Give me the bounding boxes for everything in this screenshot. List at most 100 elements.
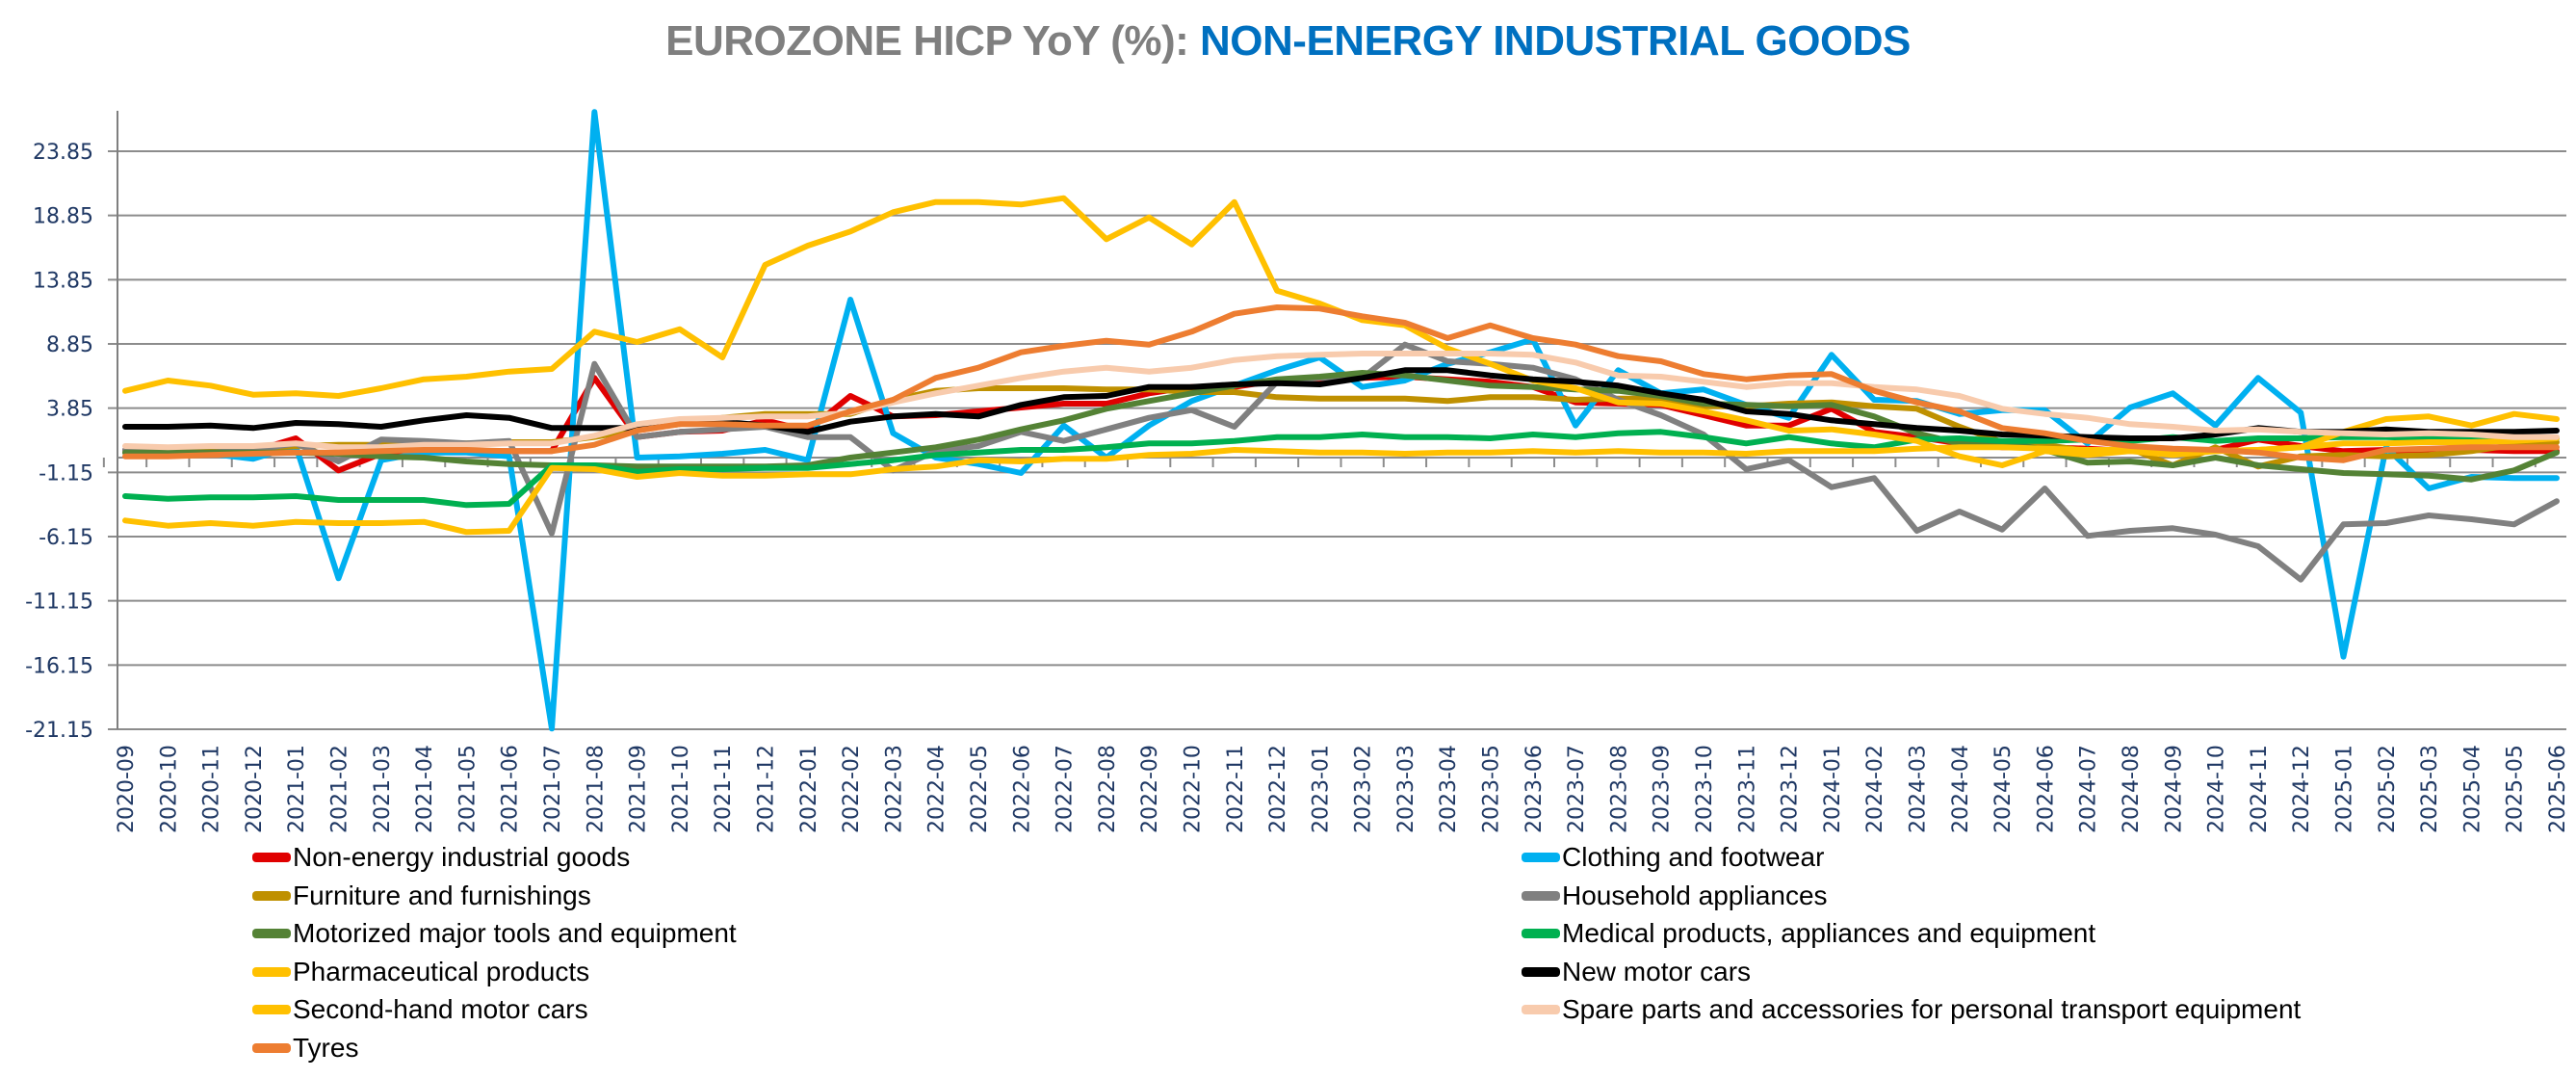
legend-label: Non-energy industrial goods: [293, 842, 631, 872]
y-tick-label: -11.15: [25, 591, 93, 615]
legend-item: Non-energy industrial goods: [252, 842, 630, 873]
x-tick-label: 2021-03: [371, 745, 395, 833]
legend-label: Clothing and footwear: [1562, 842, 1825, 872]
x-tick-label: 2022-08: [1096, 745, 1120, 833]
x-tick-label: 2024-12: [2290, 745, 2314, 833]
x-tick-label: 2021-09: [627, 745, 651, 833]
x-tick-label: 2025-03: [2418, 745, 2442, 833]
legend-item: Household appliances: [1522, 881, 1828, 911]
x-tick-label: 2022-06: [1010, 745, 1034, 833]
x-tick-label: 2023-08: [1607, 745, 1631, 833]
legend-swatch: [252, 1042, 291, 1053]
legend-swatch: [1522, 853, 1560, 862]
legend-item: Furniture and furnishings: [252, 881, 591, 911]
x-tick-label: 2021-05: [455, 745, 480, 833]
x-tick-label: 2023-02: [1352, 745, 1376, 833]
chart-title-prefix: EUROZONE HICP YoY (%):: [665, 17, 1201, 65]
x-tick-label: 2023-09: [1651, 745, 1675, 833]
y-axis: 23.85 18.85 13.85 8.85 3.85 -1.15 -6.15 -11.15 -…: [25, 111, 118, 743]
series-line-second-hand-motor-cars: [122, 435, 2560, 536]
legend-label: Motorized major tools and equipment: [293, 918, 737, 948]
x-tick-label: 2025-06: [2546, 745, 2570, 833]
x-tick-label: 2024-09: [2162, 745, 2186, 833]
x-tick-label: 2023-12: [1779, 745, 1803, 833]
legend-swatch: [1522, 890, 1560, 901]
legend: Non-energy industrial goods Clothing and …: [0, 836, 2576, 1077]
y-tick-label: -1.15: [39, 461, 93, 486]
x-tick-label: 2024-10: [2205, 745, 2229, 833]
x-tick-label: 2020-09: [115, 745, 139, 833]
x-tick-label: 2025-01: [2333, 745, 2357, 833]
x-tick-label: 2020-11: [200, 745, 224, 833]
x-tick-label: 2023-01: [1309, 745, 1333, 833]
x-tick-label: 2023-10: [1693, 745, 1717, 833]
x-tick-label: 2020-12: [243, 745, 267, 833]
x-tick-label: 2023-03: [1394, 745, 1418, 833]
y-tick-label: 13.85: [33, 269, 93, 293]
x-tick-label: 2025-05: [2504, 745, 2528, 833]
x-tick-label: 2024-03: [1907, 745, 1931, 833]
line-chart: 23.85 18.85 13.85 8.85 3.85 -1.15 -6.15 -11.15 -…: [25, 109, 2570, 833]
y-tick-label: 18.85: [33, 205, 93, 229]
series-line-spare-parts-and-accessories-for-personal-transport-equipment: [122, 351, 2560, 451]
x-tick-label: 2022-05: [968, 745, 992, 833]
x-tick-label: 2024-06: [2034, 745, 2058, 833]
chart-title-subject: NON-ENERGY INDUSTRIAL GOODS: [1200, 17, 1911, 65]
y-tick-label: 8.85: [46, 333, 93, 357]
legend-label: Medical products, appliances and equipme…: [1562, 918, 2096, 948]
legend-swatch: [252, 966, 291, 977]
legend-label: Spare parts and accessories for personal…: [1562, 994, 2302, 1024]
x-tick-label: 2023-06: [1522, 745, 1547, 833]
x-tick-label: 2023-11: [1735, 745, 1759, 833]
x-tick-label: 2022-07: [1054, 745, 1078, 833]
series-line-pharmaceutical-products: [122, 195, 2560, 468]
series-lines: [122, 109, 2560, 732]
legend-item: Tyres: [252, 1033, 358, 1064]
legend-item: Second-hand motor cars: [252, 994, 588, 1025]
y-tick-label: -21.15: [25, 719, 93, 743]
legend-item: Pharmaceutical products: [252, 957, 589, 987]
x-tick-label: 2024-04: [1949, 745, 1973, 833]
x-tick-label: 2021-11: [712, 745, 736, 833]
legend-item: Spare parts and accessories for personal…: [1522, 994, 2301, 1025]
x-tick-label: 2022-01: [797, 745, 821, 833]
legend-swatch: [1522, 966, 1560, 977]
y-tick-label: 23.85: [33, 141, 93, 165]
x-tick-label: 2024-01: [1821, 745, 1845, 833]
x-tick-label: 2023-04: [1437, 745, 1461, 833]
x-tick-label: 2022-11: [1224, 745, 1248, 833]
x-tick-label: 2021-07: [541, 745, 565, 833]
legend-label: Pharmaceutical products: [293, 956, 590, 986]
legend-swatch: [252, 853, 291, 862]
x-tick-label: 2021-10: [669, 745, 693, 833]
legend-label: Tyres: [293, 1032, 359, 1063]
legend-item: Clothing and footwear: [1522, 842, 1824, 873]
x-tick-label: 2022-10: [1181, 745, 1205, 833]
series-line-tyres: [122, 304, 2560, 463]
x-tick-label: 2021-08: [584, 745, 608, 833]
legend-item: Medical products, appliances and equipme…: [1522, 918, 2095, 949]
series-line-clothing-and-footwear: [122, 109, 2560, 732]
x-tick-label: 2021-01: [285, 745, 309, 833]
x-tick-label: 2021-04: [413, 745, 437, 833]
y-tick-label: -16.15: [25, 654, 93, 678]
legend-swatch: [1522, 1005, 1560, 1014]
legend-label: Household appliances: [1562, 880, 1828, 910]
legend-label: Second-hand motor cars: [293, 994, 588, 1024]
series-line-motorized-major-tools-and-equipment: [122, 370, 2560, 483]
x-tick-label: 2023-07: [1565, 745, 1589, 833]
x-tick-label: 2021-12: [754, 745, 778, 833]
chart-title: EUROZONE HICP YoY (%): NON-ENERGY INDUST…: [0, 17, 2576, 66]
legend-swatch: [1522, 929, 1560, 938]
x-tick-label: 2025-02: [2376, 745, 2400, 833]
x-tick-label: 2024-08: [2120, 745, 2144, 833]
legend-label: Furniture and furnishings: [293, 880, 591, 910]
x-tick-label: 2021-06: [499, 745, 523, 833]
legend-swatch: [252, 890, 291, 901]
x-tick-label: 2024-02: [1863, 745, 1887, 833]
x-tick-label: 2023-05: [1480, 745, 1504, 833]
y-tick-label: 3.85: [46, 398, 93, 422]
series-line-new-motor-cars: [122, 367, 2560, 441]
x-tick-label: 2021-02: [327, 745, 351, 833]
x-tick-label: 2022-03: [882, 745, 906, 833]
